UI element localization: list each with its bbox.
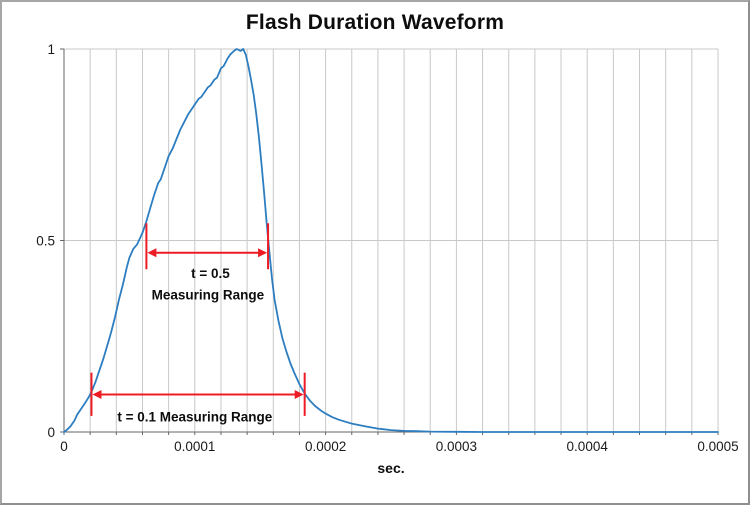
x-tick-label: 0.0004 bbox=[567, 439, 609, 454]
x-tick-label: 0.0002 bbox=[305, 439, 346, 454]
x-tick-label: 0.0003 bbox=[436, 439, 477, 454]
arrowhead-right bbox=[258, 248, 268, 258]
arrowhead-left bbox=[92, 389, 102, 399]
annotation-label: t = 0.1 Measuring Range bbox=[117, 409, 272, 424]
arrowhead-left bbox=[147, 248, 157, 258]
chart-title: Flash Duration Waveform bbox=[245, 11, 505, 34]
x-axis-label: sec. bbox=[377, 460, 404, 476]
y-tick-label: 1 bbox=[47, 42, 55, 57]
arrowhead-right bbox=[294, 389, 304, 399]
x-tick-label: 0 bbox=[60, 439, 68, 454]
y-tick-label: 0 bbox=[47, 425, 55, 440]
y-tick-label: 0.5 bbox=[36, 234, 55, 249]
annotation-label: Measuring Range bbox=[152, 287, 265, 302]
waveform-line bbox=[63, 48, 719, 433]
annotation-label: t = 0.5 bbox=[191, 266, 230, 281]
x-tick-label: 0.0001 bbox=[174, 439, 215, 454]
x-tick-label: 0.0005 bbox=[697, 439, 738, 454]
